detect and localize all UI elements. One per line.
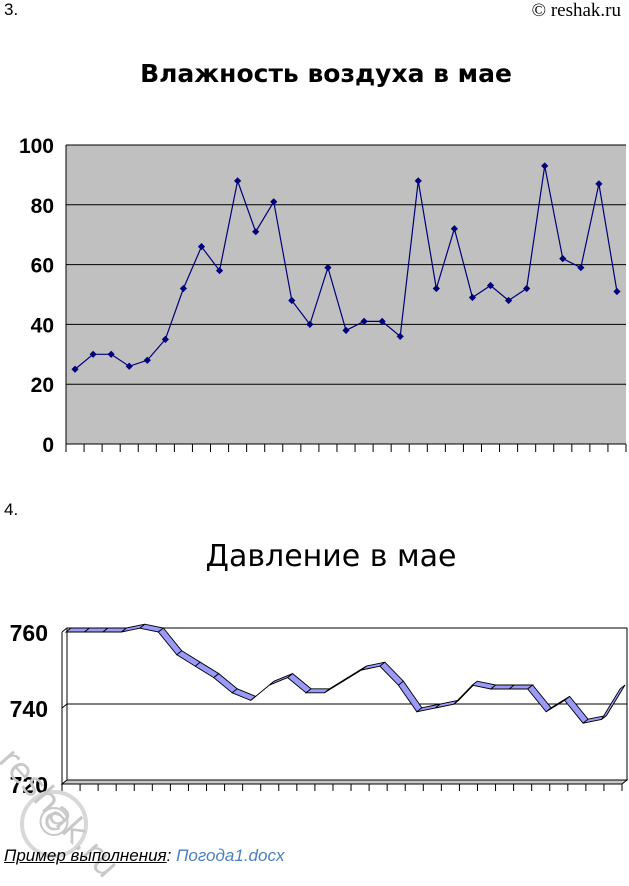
- footer-file-link[interactable]: Погода1.docx: [176, 846, 285, 865]
- humidity-y-tick-label: 100: [19, 135, 54, 158]
- humidity-y-tick-label: 20: [31, 374, 54, 397]
- humidity-y-ticks: 0 20 40 60 80 100: [19, 135, 54, 457]
- footer-example: Пример выполнения: Погода1.docx: [4, 846, 284, 866]
- humidity-data-point: [504, 296, 513, 305]
- humidity-data-point: [595, 180, 603, 188]
- humidity-data-point: [125, 362, 133, 370]
- humidity-x-ticks: [65, 444, 627, 452]
- pressure-y-tick-label: 760: [10, 620, 48, 646]
- humidity-data-point: [559, 255, 567, 263]
- pressure-ribbon-segment: [601, 684, 626, 720]
- humidity-gridlines: [65, 144, 626, 445]
- humidity-data-point: [468, 293, 477, 302]
- humidity-data-point: [270, 198, 278, 206]
- humidity-data-point: [71, 365, 79, 373]
- humidity-data-point: [234, 177, 242, 185]
- pressure-y-tick-label: 740: [10, 696, 48, 722]
- humidity-data-point: [306, 320, 314, 328]
- pressure-x-ticks: [61, 784, 623, 791]
- humidity-data-point: [378, 317, 386, 326]
- humidity-y-tick-label: 0: [42, 434, 54, 457]
- pressure-gridlines: [61, 703, 627, 709]
- watermark-copyright-icon: ©: [20, 790, 88, 858]
- footer-colon: :: [166, 846, 172, 865]
- humidity-data-point: [541, 162, 549, 170]
- humidity-data-point: [342, 326, 350, 334]
- humidity-data-point: [252, 228, 260, 236]
- humidity-chart-title: Влажность воздуха в мае: [140, 59, 512, 88]
- copyright-text: © reshak.ru: [531, 0, 621, 21]
- humidity-data-point: [450, 225, 458, 233]
- humidity-data-point: [107, 350, 115, 358]
- humidity-data-point: [215, 266, 224, 275]
- humidity-y-tick-label: 80: [31, 195, 54, 218]
- humidity-data-point: [179, 284, 188, 293]
- humidity-data-point: [197, 243, 206, 251]
- humidity-data-point: [143, 356, 151, 364]
- humidity-y-tick-label: 40: [31, 314, 54, 337]
- humidity-data-point: [360, 317, 368, 326]
- pressure-floor: [60, 779, 629, 785]
- pressure-chart-title: Давление в мае: [206, 539, 457, 574]
- humidity-y-tick-label: 60: [31, 255, 54, 278]
- humidity-data-point: [414, 177, 422, 185]
- humidity-series: [71, 162, 621, 373]
- humidity-data-point: [523, 284, 531, 293]
- pressure-gridline-depth: [61, 703, 68, 709]
- pressure-depth-edge: [61, 627, 68, 633]
- humidity-plot-area: [66, 145, 626, 444]
- humidity-data-point: [432, 284, 440, 293]
- humidity-data-point: [288, 296, 296, 305]
- humidity-data-point: [486, 281, 495, 290]
- humidity-data-point: [161, 335, 169, 343]
- humidity-data-point: [89, 350, 97, 358]
- task-3-number: 3.: [4, 0, 19, 19]
- footer-label: Пример выполнения: [4, 846, 167, 865]
- humidity-data-point: [613, 287, 621, 296]
- humidity-data-point: [324, 263, 332, 272]
- pressure-series: [64, 623, 626, 724]
- humidity-data-point: [396, 332, 404, 340]
- humidity-data-point: [577, 263, 585, 272]
- task-4-number: 4.: [4, 500, 19, 519]
